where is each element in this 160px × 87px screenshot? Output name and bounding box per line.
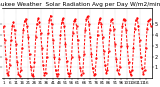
Title: Milwaukee Weather  Solar Radiation Avg per Day W/m2/minute: Milwaukee Weather Solar Radiation Avg pe… [0, 2, 160, 7]
